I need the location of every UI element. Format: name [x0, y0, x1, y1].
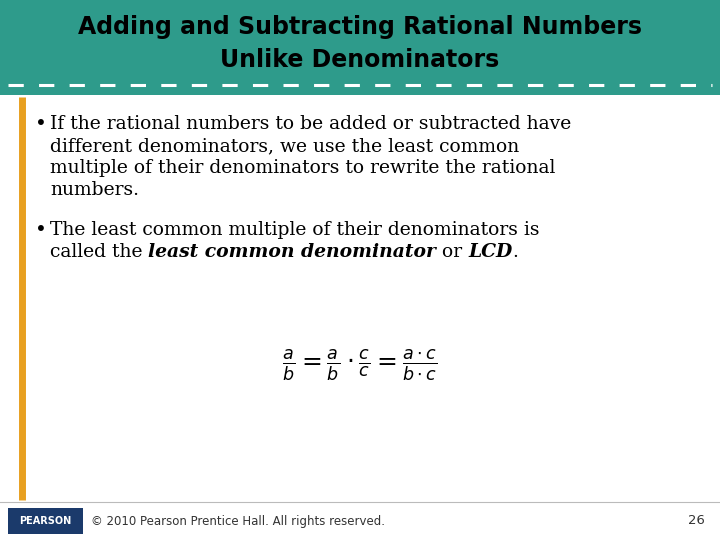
- Text: .: .: [513, 243, 518, 261]
- Text: The least common multiple of their denominators is: The least common multiple of their denom…: [50, 221, 539, 239]
- Text: •: •: [35, 221, 47, 240]
- Text: PEARSON: PEARSON: [19, 516, 71, 526]
- Text: Unlike Denominators: Unlike Denominators: [220, 48, 500, 72]
- Text: $\frac{a}{b} = \frac{a}{b} \cdot \frac{c}{c} = \frac{a \cdot c}{b \cdot c}$: $\frac{a}{b} = \frac{a}{b} \cdot \frac{c…: [282, 347, 438, 383]
- Text: If the rational numbers to be added or subtracted have: If the rational numbers to be added or s…: [50, 115, 571, 133]
- Text: least common denominator: least common denominator: [148, 243, 436, 261]
- Text: numbers.: numbers.: [50, 181, 139, 199]
- Text: called the: called the: [50, 243, 148, 261]
- Bar: [8, 508, 83, 534]
- Bar: [0, 0, 720, 95]
- Text: •: •: [35, 115, 47, 134]
- Text: Adding and Subtracting Rational Numbers: Adding and Subtracting Rational Numbers: [78, 15, 642, 39]
- Text: 26: 26: [688, 515, 705, 528]
- Text: LCD: LCD: [469, 243, 513, 261]
- Text: © 2010 Pearson Prentice Hall. All rights reserved.: © 2010 Pearson Prentice Hall. All rights…: [91, 515, 385, 528]
- Text: different denominators, we use the least common: different denominators, we use the least…: [50, 137, 519, 155]
- Text: or: or: [436, 243, 469, 261]
- Text: multiple of their denominators to rewrite the rational: multiple of their denominators to rewrit…: [50, 159, 555, 177]
